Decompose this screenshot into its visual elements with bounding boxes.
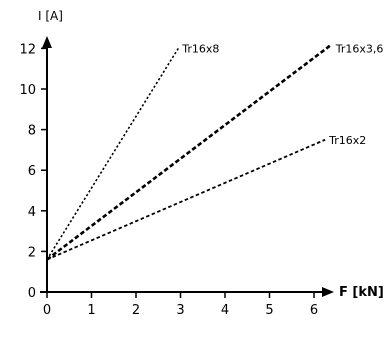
- y-tick-label: 8: [28, 124, 36, 139]
- series-label: Tr16x8: [181, 42, 219, 55]
- x-tick-label: 1: [87, 303, 95, 318]
- series: Tr16x8 Tr16x3,6 Tr16x2: [46, 42, 384, 261]
- y-tick-label: 2: [28, 245, 36, 260]
- x-tick-label: 3: [176, 303, 184, 318]
- y-tick-label: 10: [19, 83, 36, 98]
- x-tick-label: 2: [132, 303, 140, 318]
- x-tick-label: 0: [43, 303, 51, 318]
- y-tick-label: 0: [28, 286, 36, 301]
- series-label: Tr16x3,6: [335, 42, 384, 55]
- y-axis-arrow-icon: [42, 36, 52, 48]
- x-tick-label: 6: [310, 303, 318, 318]
- y-axis-title: I [A]: [38, 9, 63, 23]
- x-tick-label: 4: [221, 303, 229, 318]
- series-label: Tr16x2: [328, 134, 366, 147]
- series-line-tr16x3-6: [46, 43, 333, 261]
- series-line-tr16x2: [46, 138, 326, 261]
- x-axis-title: F [kN]: [339, 285, 384, 300]
- y-tick-label: 6: [28, 164, 36, 179]
- x-axis-arrow-icon: [322, 287, 334, 297]
- x-tick-label: 5: [265, 303, 273, 318]
- y-tick-label: 4: [28, 205, 36, 220]
- y-tick-label: 12: [19, 42, 36, 57]
- series-line-tr16x8: [46, 47, 179, 260]
